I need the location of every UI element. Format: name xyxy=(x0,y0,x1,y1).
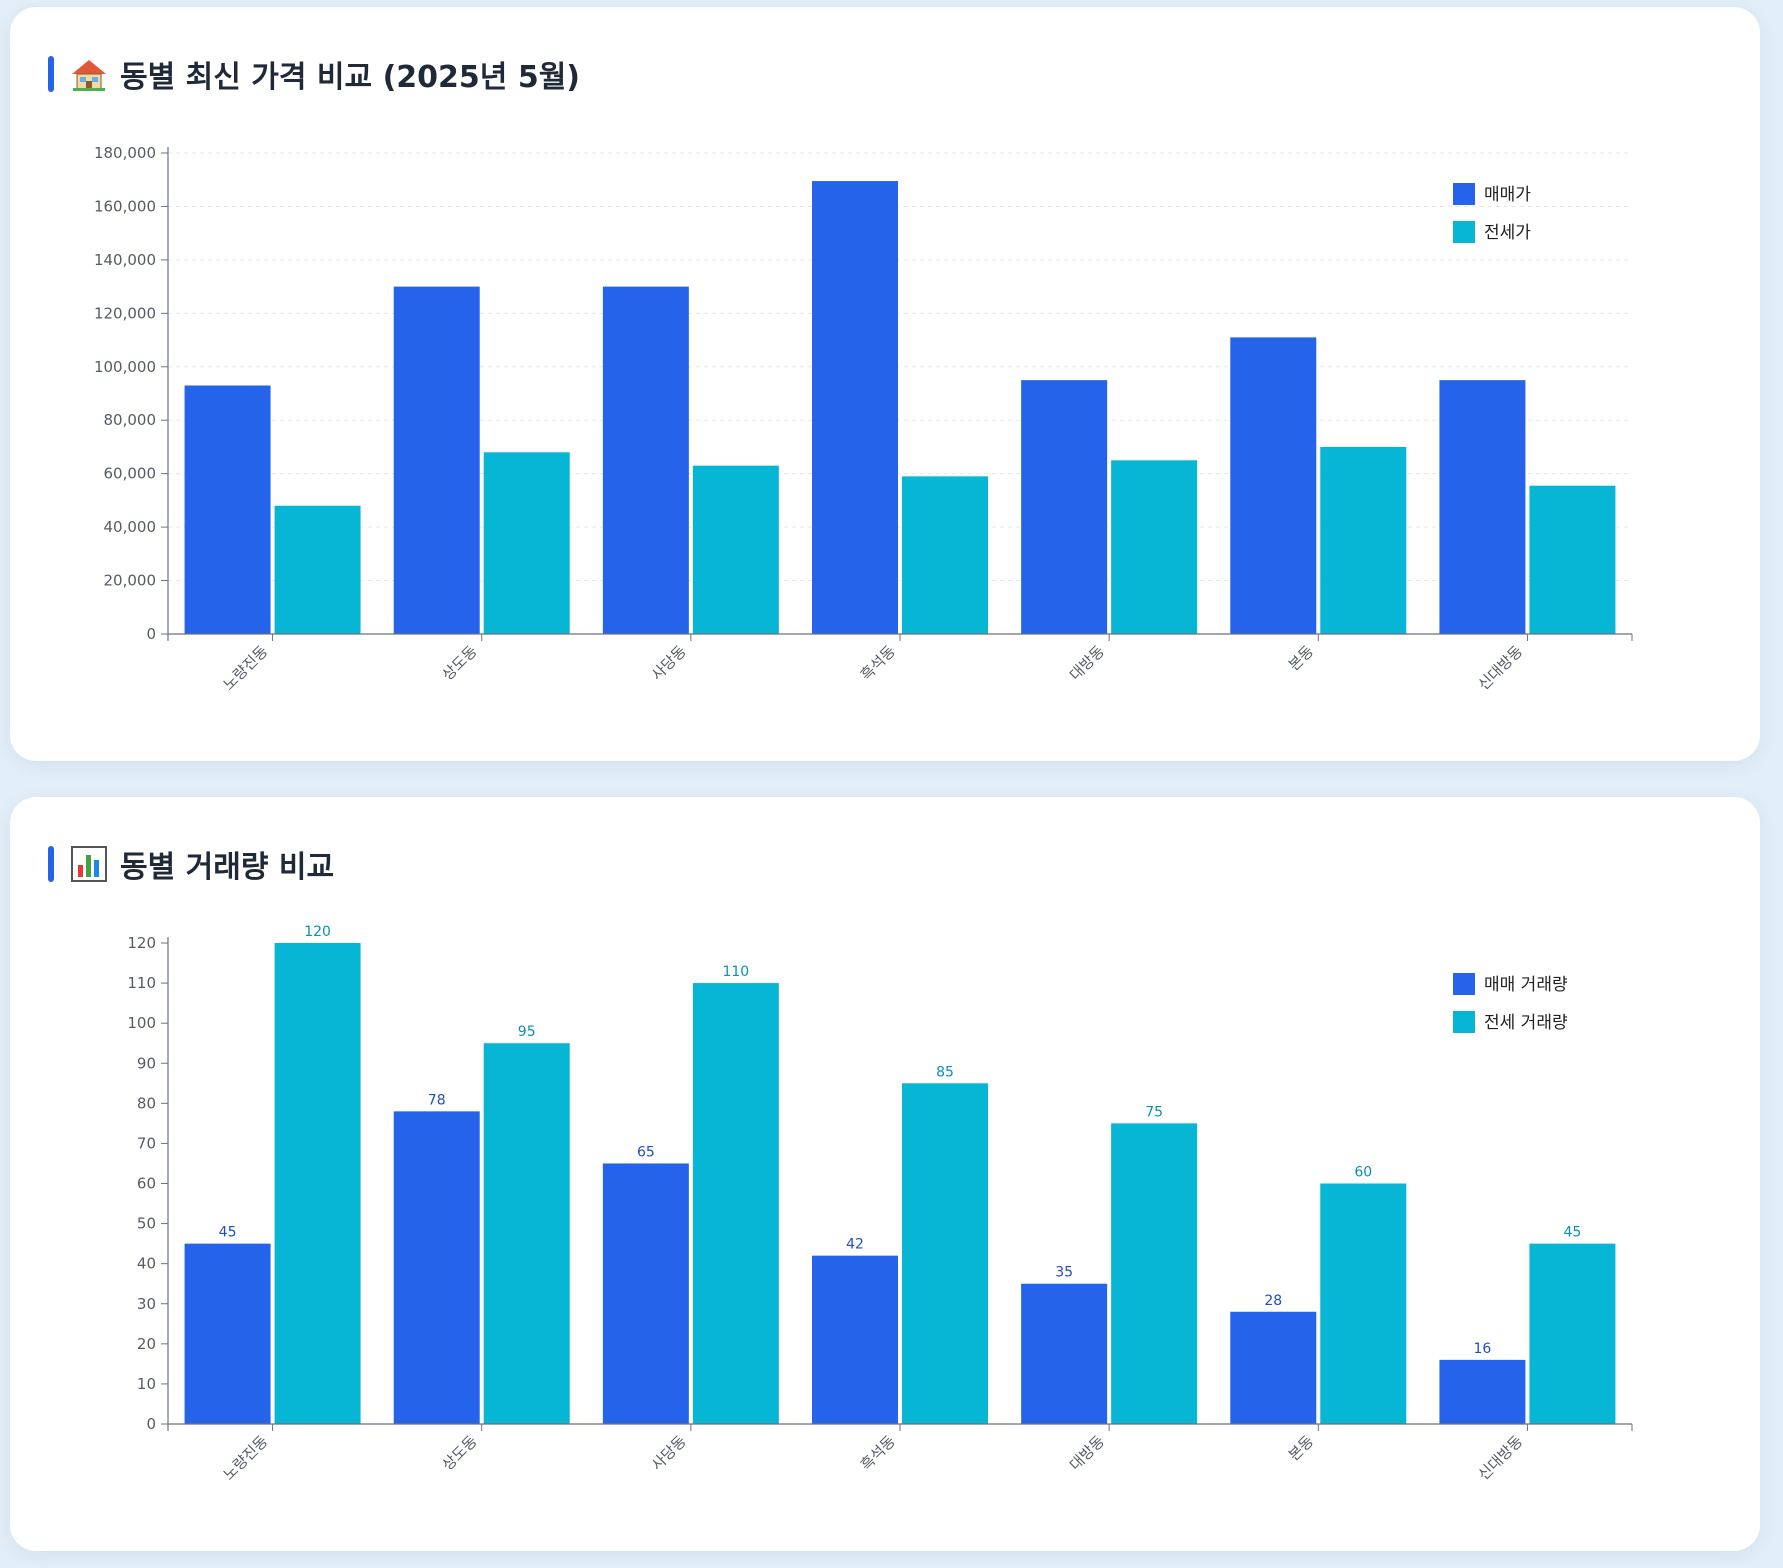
y-tick-label: 100 xyxy=(127,1014,156,1032)
data-label: 110 xyxy=(722,964,749,980)
volume-bar-chart: 0 10 20 30 40 50 60 70 80 90 100 110 120 45 120 노량진동 78 9… xyxy=(127,924,1633,1484)
x-tick-label: 노량진동 xyxy=(220,642,272,694)
volume-comparison-card: 동별 거래량 비교 0 10 20 30 40 50 60 70 80 90 100 110 120 45… xyxy=(10,797,1760,1551)
y-tick-label: 110 xyxy=(127,974,156,992)
data-label: 42 xyxy=(846,1237,864,1253)
bar-sale xyxy=(184,1243,271,1424)
data-label: 60 xyxy=(1354,1165,1372,1181)
data-label: 35 xyxy=(1055,1265,1073,1281)
legend-swatch xyxy=(1453,183,1475,205)
bar-sale xyxy=(1230,337,1317,634)
volume-card-header: 동별 거래량 비교 xyxy=(48,841,334,887)
y-tick-label: 70 xyxy=(137,1134,156,1152)
data-label: 85 xyxy=(936,1064,954,1080)
legend-label: 전세 거래량 xyxy=(1484,1013,1568,1033)
y-tick-label: 80 xyxy=(137,1094,156,1112)
y-tick-label: 80,000 xyxy=(104,411,157,429)
x-tick-label: 본동 xyxy=(1285,1432,1317,1464)
data-label: 65 xyxy=(637,1144,655,1160)
y-tick-label: 160,000 xyxy=(94,197,156,215)
x-tick-label: 흑석동 xyxy=(857,642,899,684)
y-tick-label: 120 xyxy=(127,934,156,952)
bar-sale xyxy=(812,1255,898,1424)
x-tick-label: 노량진동 xyxy=(220,1432,272,1484)
x-tick-label: 사당동 xyxy=(648,642,690,684)
bar-sale xyxy=(184,385,271,634)
bar-sale xyxy=(602,286,689,634)
house-icon xyxy=(72,60,106,91)
y-tick-label: 30 xyxy=(137,1295,156,1313)
section-title: 동별 거래량 비교 xyxy=(120,850,335,885)
price-bar-chart: 0 20,000 40,000 60,000 80,000 100,000 120,000 1… xyxy=(94,144,1633,694)
x-tick-label: 신대방동 xyxy=(1474,642,1526,694)
data-label: 16 xyxy=(1474,1341,1492,1357)
y-tick-label: 60 xyxy=(137,1175,156,1193)
bar-jeonse xyxy=(692,465,779,634)
price-comparison-card: 동별 최신 가격 비교 (2025년 5월) 0 20,000 40,000 60,0… xyxy=(10,7,1760,761)
legend-swatch xyxy=(1453,221,1475,243)
bar-sale xyxy=(812,181,898,634)
data-label: 95 xyxy=(518,1024,536,1040)
bar-sale xyxy=(1021,1283,1108,1424)
y-tick-label: 10 xyxy=(137,1375,156,1393)
bar-jeonse xyxy=(1320,446,1407,634)
bar-jeonse xyxy=(1529,485,1616,634)
x-tick-label: 본동 xyxy=(1285,642,1317,674)
data-label: 28 xyxy=(1264,1293,1282,1309)
title-accent-bar xyxy=(48,56,54,92)
bar-jeonse xyxy=(483,452,570,634)
legend-label: 매매 거래량 xyxy=(1484,975,1568,995)
x-tick-label: 사당동 xyxy=(648,1432,690,1474)
x-tick-label: 상도동 xyxy=(439,642,481,684)
y-tick-label: 90 xyxy=(137,1054,156,1072)
data-label: 45 xyxy=(219,1225,237,1241)
page-title: 동별 최신 가격 비교 (2025년 5월) xyxy=(120,60,581,95)
legend-label: 매매가 xyxy=(1484,185,1531,205)
y-tick-label: 180,000 xyxy=(94,144,156,162)
x-tick-label: 대방동 xyxy=(1066,642,1108,684)
data-label: 45 xyxy=(1564,1225,1582,1241)
x-tick-label: 흑석동 xyxy=(857,1432,899,1474)
bar-chart-icon xyxy=(71,846,107,882)
y-tick-label: 40 xyxy=(137,1255,156,1273)
x-tick-label: 대방동 xyxy=(1066,1432,1108,1474)
bar-sale xyxy=(1439,1359,1526,1424)
title-accent-bar xyxy=(48,846,54,882)
bar-jeonse xyxy=(483,1043,570,1424)
y-tick-label: 20,000 xyxy=(104,572,157,590)
y-tick-label: 100,000 xyxy=(94,358,156,376)
bar-jeonse xyxy=(692,983,779,1424)
y-tick-label: 20 xyxy=(137,1335,156,1353)
y-tick-label: 60,000 xyxy=(104,465,157,483)
bar-jeonse xyxy=(1320,1183,1407,1424)
bar-jeonse xyxy=(274,505,361,634)
data-label: 120 xyxy=(304,924,331,940)
data-label: 78 xyxy=(428,1092,446,1108)
bar-sale xyxy=(1439,380,1526,634)
bar-jeonse xyxy=(902,476,988,634)
bar-sale xyxy=(1230,1311,1317,1424)
legend-label: 전세가 xyxy=(1484,223,1531,243)
bar-jeonse xyxy=(1111,460,1198,634)
x-tick-label: 상도동 xyxy=(439,1432,481,1474)
y-tick-label: 50 xyxy=(137,1215,156,1233)
y-tick-label: 120,000 xyxy=(94,304,156,322)
bar-sale xyxy=(393,286,480,634)
y-tick-label: 0 xyxy=(146,1415,156,1433)
bar-sale xyxy=(393,1111,480,1424)
legend-swatch xyxy=(1453,1011,1475,1033)
y-tick-label: 140,000 xyxy=(94,251,156,269)
bar-jeonse xyxy=(274,943,361,1424)
price-card-header: 동별 최신 가격 비교 (2025년 5월) xyxy=(48,51,580,97)
bar-jeonse xyxy=(1111,1123,1198,1424)
bar-jeonse xyxy=(1529,1243,1616,1424)
data-label: 75 xyxy=(1145,1104,1163,1120)
x-tick-label: 신대방동 xyxy=(1474,1432,1526,1484)
y-tick-label: 40,000 xyxy=(104,518,157,536)
bar-sale xyxy=(1021,380,1108,634)
legend-swatch xyxy=(1453,973,1475,995)
y-tick-label: 0 xyxy=(146,625,156,643)
bar-jeonse xyxy=(902,1083,988,1424)
bar-sale xyxy=(602,1163,689,1424)
